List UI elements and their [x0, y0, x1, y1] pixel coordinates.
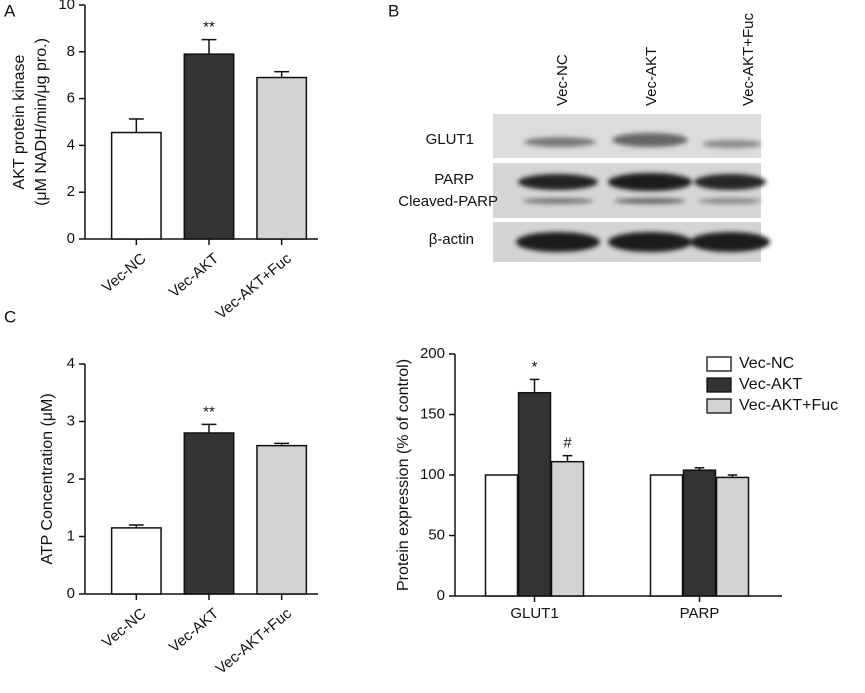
panel-label: C	[4, 307, 16, 326]
bar	[550, 460, 585, 597]
x-tick-label: GLUT1	[510, 605, 558, 622]
bar	[256, 444, 308, 595]
y-tick-label: 0	[67, 585, 75, 602]
x-tick-label: PARP	[680, 605, 720, 622]
y-tick-label: 50	[428, 526, 445, 543]
significance-label: #	[563, 435, 572, 452]
legend-swatch	[706, 377, 732, 393]
blot-row-label: Cleaved-PARP	[398, 193, 498, 210]
bar	[715, 476, 750, 597]
legend-swatch	[706, 356, 732, 372]
y-tick-label: 8	[67, 43, 75, 60]
y-axis-label: (μM NADH/min/μg pro.)	[33, 38, 50, 206]
legend-label: Vec-NC	[739, 355, 794, 372]
bar	[110, 527, 162, 595]
significance-label: **	[203, 403, 215, 420]
legend-label: Vec-AKT	[739, 376, 802, 393]
bar	[183, 53, 235, 240]
blot-lane-label: Vec-AKT+Fuc	[740, 13, 757, 106]
y-tick-label: 200	[420, 345, 445, 362]
y-axis-label: AKT protein kinase	[11, 54, 28, 189]
y-axis-label: Protein expression (% of control)	[395, 359, 412, 591]
y-tick-label: 0	[437, 587, 445, 604]
x-tick-label: Vec-NC	[99, 605, 150, 651]
y-tick-label: 2	[67, 183, 75, 200]
y-tick-label: 1	[67, 527, 75, 544]
y-tick-label: 0	[67, 230, 75, 247]
blot-row-label: PARP	[434, 171, 474, 188]
legend-label: Vec-AKT+Fuc	[739, 397, 838, 414]
x-tick-label: Vec-AKT	[166, 605, 222, 656]
x-tick-label: Vec-AKT+Fuc	[213, 605, 296, 678]
y-tick-label: 3	[67, 412, 75, 429]
y-tick-label: 4	[67, 136, 75, 153]
y-axis-label: ATP Concentration (μM)	[39, 393, 56, 564]
y-tick-label: 6	[67, 90, 75, 107]
significance-label: **	[203, 19, 215, 36]
bar	[183, 432, 235, 595]
panel-label: B	[388, 1, 399, 20]
bar	[517, 391, 552, 597]
panel-label: A	[4, 1, 16, 20]
x-tick-label: Vec-NC	[99, 250, 150, 296]
x-tick-label: Vec-AKT+Fuc	[213, 250, 296, 323]
bar	[256, 76, 308, 240]
legend-swatch	[706, 398, 732, 414]
bar	[484, 474, 519, 597]
blot-lane-label: Vec-AKT	[643, 47, 660, 106]
blot-image	[493, 114, 770, 262]
y-tick-label: 100	[420, 466, 445, 483]
bar	[110, 131, 162, 240]
y-tick-label: 150	[420, 405, 445, 422]
blot-lane-label: Vec-NC	[554, 54, 571, 106]
blot-row-label: β-actin	[429, 231, 474, 248]
y-tick-label: 4	[67, 355, 75, 372]
significance-label: *	[532, 358, 538, 375]
y-tick-label: 10	[58, 0, 75, 13]
y-tick-label: 2	[67, 470, 75, 487]
x-tick-label: Vec-AKT	[166, 250, 222, 301]
bar	[649, 474, 684, 597]
bar	[682, 469, 717, 597]
blot-row-label: GLUT1	[426, 131, 474, 148]
